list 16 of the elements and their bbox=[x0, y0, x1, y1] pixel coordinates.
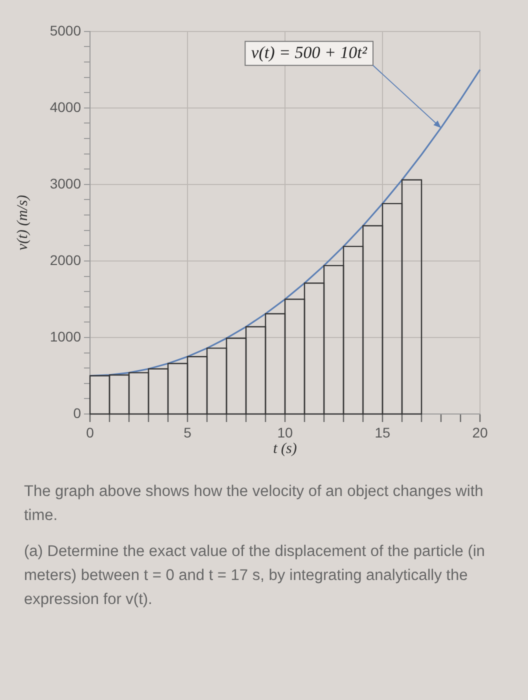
y-axis-title: v(t) (m/s) bbox=[14, 194, 31, 250]
x-tick-label: 5 bbox=[184, 424, 192, 440]
x-tick-label: 15 bbox=[374, 424, 390, 440]
annotation: v(t) = 500 + 10t² bbox=[251, 42, 368, 62]
x-tick-label: 0 bbox=[86, 424, 94, 440]
y-tick-label: 4000 bbox=[50, 98, 82, 115]
y-tick-label: 5000 bbox=[50, 22, 82, 38]
y-tick-label: 2000 bbox=[50, 252, 82, 268]
x-tick-label: 10 bbox=[277, 424, 293, 440]
y-tick-label: 3000 bbox=[50, 175, 82, 192]
x-tick-label: 20 bbox=[472, 424, 488, 440]
y-tick-label: 0 bbox=[73, 404, 82, 421]
text: (a) Determine the exact value of the displacement of the particle (in meters) between t = 0 and t = 17 s, by integrating analytically the expression for v(t). bbox=[24, 542, 486, 610]
y-tick-label: 1000 bbox=[50, 328, 82, 344]
text: The graph above shows how the velocity of an object changes with time. bbox=[24, 482, 484, 526]
x-axis-title: t (s) bbox=[273, 440, 297, 457]
